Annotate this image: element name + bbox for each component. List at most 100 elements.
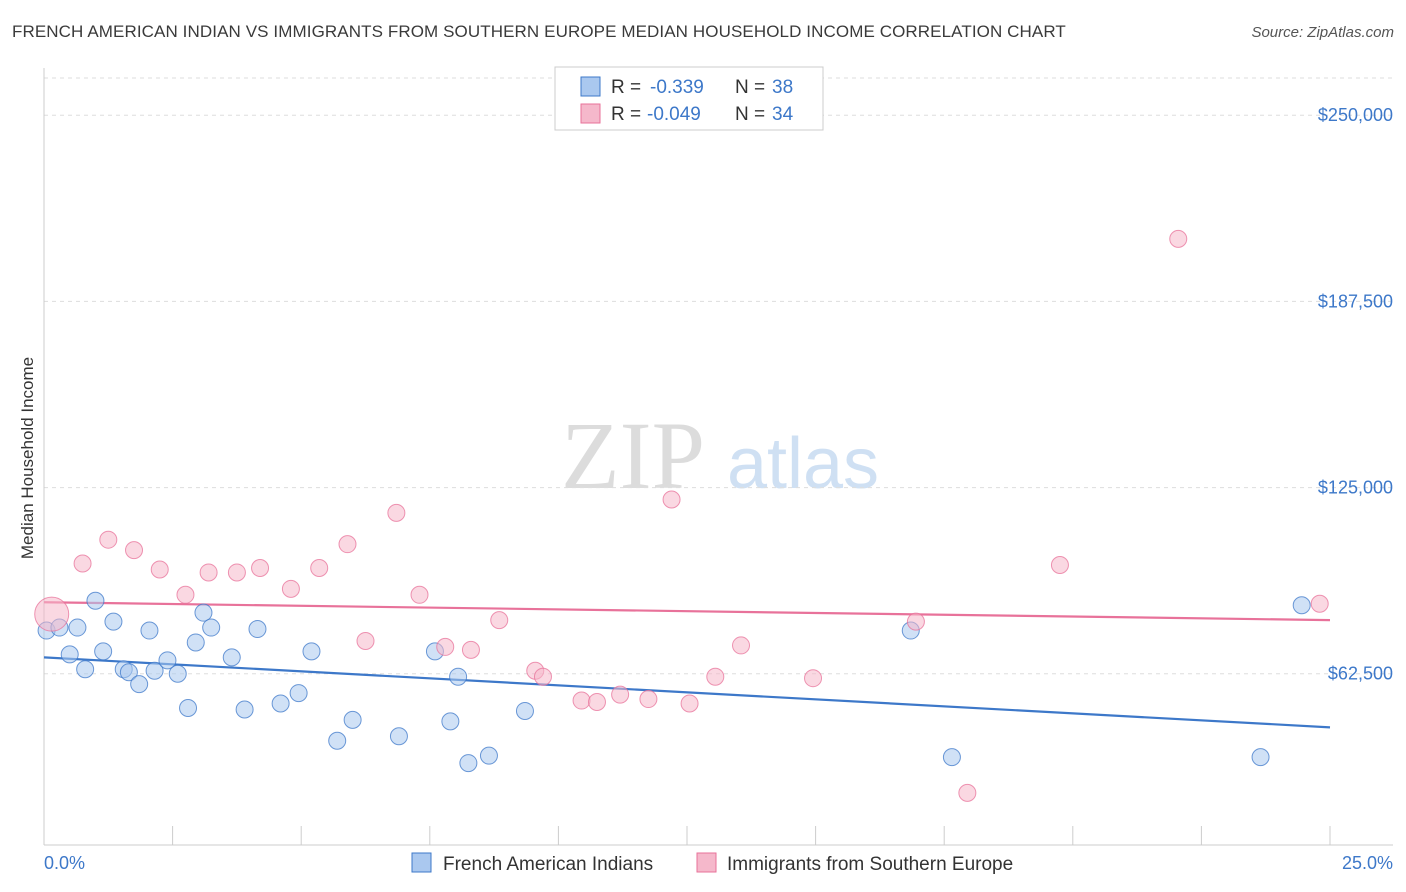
blue-point-6 [94, 642, 113, 661]
bottom-legend-label-2: Immigrants from Southern Europe [727, 854, 1013, 875]
legend-n-label-1: N = [735, 77, 765, 98]
blue-point-2 [60, 645, 79, 664]
blue-point-22 [271, 694, 290, 713]
pink-point-19 [533, 667, 552, 686]
legend-r-value-2: -0.049 [647, 104, 701, 125]
blue-point-33 [515, 701, 534, 720]
blue-point-4 [76, 660, 95, 679]
x-tick-label-min: 0.0% [44, 853, 85, 873]
bottom-legend: French American Indians Immigrants from … [411, 852, 1013, 875]
legend-r-label-1: R = [611, 77, 641, 98]
grid-lines [44, 77, 1393, 675]
x-tick-label-max: 25.0% [1342, 853, 1393, 873]
blue-point-7 [104, 612, 123, 631]
y-tick-label-0: $62,500 [1328, 664, 1393, 684]
blue-point-16 [186, 633, 205, 652]
bottom-legend-swatch-pink [696, 852, 717, 873]
pink-point-21 [587, 693, 606, 712]
watermark-atlas: atlas [727, 424, 879, 504]
y-tick-label-2: $187,500 [1318, 291, 1393, 311]
blue-point-25 [328, 731, 347, 750]
data-points [34, 229, 1329, 802]
pink-point-6 [199, 563, 218, 582]
pink-point-20 [572, 691, 591, 710]
pink-point-7 [227, 563, 246, 582]
blue-point-18 [202, 618, 221, 637]
pink-point-14 [410, 585, 429, 604]
pink-point-24 [662, 490, 681, 509]
pink-point-26 [706, 667, 725, 686]
pink-point-25 [680, 694, 699, 713]
blue-point-30 [449, 667, 468, 686]
pink-point-2 [99, 530, 118, 549]
legend-r-label-2: R = [611, 104, 641, 125]
pink-point-5 [176, 585, 195, 604]
blue-point-36 [1251, 748, 1270, 767]
bottom-legend-label-1: French American Indians [443, 854, 653, 875]
blue-point-19 [222, 648, 241, 667]
trend-line-pink [43, 601, 1331, 622]
blue-point-10 [130, 675, 149, 694]
pink-point-28 [804, 669, 823, 688]
blue-point-31 [459, 754, 478, 773]
legend-swatch-blue [580, 76, 601, 97]
pink-point-15 [436, 637, 455, 656]
blue-point-11 [140, 621, 159, 640]
blue-point-37 [1292, 596, 1311, 615]
pink-point-1 [73, 554, 92, 573]
pink-point-33 [1310, 594, 1329, 613]
blue-point-5 [86, 591, 105, 610]
legend-n-label-2: N = [735, 104, 765, 125]
watermark: ZIP atlas [561, 402, 879, 509]
pink-point-16 [461, 640, 480, 659]
legend-box: R = -0.339 N = 38 R = -0.049 N = 34 [554, 66, 824, 131]
blue-point-32 [479, 746, 498, 765]
blue-point-17 [194, 603, 213, 622]
blue-point-27 [389, 727, 408, 746]
pink-point-29 [906, 612, 925, 631]
blue-point-9 [119, 663, 138, 682]
blue-point-15 [179, 698, 198, 717]
pink-point-27 [732, 636, 751, 655]
y-tick-labels: $62,500 $125,000 $187,500 $250,000 [1318, 105, 1393, 683]
blue-point-13 [158, 651, 177, 670]
pink-point-23 [639, 690, 658, 709]
blue-point-26 [343, 710, 362, 729]
pink-point-30 [958, 783, 977, 802]
pink-point-8 [251, 558, 270, 577]
blue-point-24 [302, 642, 321, 661]
pink-point-12 [356, 631, 375, 650]
y-tick-label-1: $125,000 [1318, 478, 1393, 498]
legend-n-value-2: 34 [772, 104, 794, 125]
pink-point-22 [611, 685, 630, 704]
pink-point-17 [490, 611, 509, 630]
pink-point-3 [125, 541, 144, 560]
pink-point-10 [310, 558, 329, 577]
watermark-zip: ZIP [561, 402, 705, 509]
legend-swatch-pink [580, 103, 601, 124]
pink-point-0 [34, 596, 70, 632]
y-axis-label: Median Household Income [18, 357, 37, 559]
blue-point-35 [942, 748, 961, 767]
blue-point-29 [441, 712, 460, 731]
blue-point-12 [145, 661, 164, 680]
y-tick-label-3: $250,000 [1318, 105, 1393, 125]
legend-r-value-1: -0.339 [650, 77, 704, 98]
blue-point-23 [289, 684, 308, 703]
pink-point-13 [387, 503, 406, 522]
blue-point-3 [68, 618, 87, 637]
pink-point-4 [150, 560, 169, 579]
blue-point-20 [235, 700, 254, 719]
bottom-legend-swatch-blue [411, 852, 432, 873]
source-label: Source: ZipAtlas.com [1251, 24, 1394, 41]
pink-point-11 [338, 535, 357, 554]
trend-line-blue [43, 656, 1331, 729]
legend-n-value-1: 38 [772, 77, 793, 98]
blue-point-21 [248, 620, 267, 639]
chart-title: FRENCH AMERICAN INDIAN VS IMMIGRANTS FRO… [12, 22, 1066, 41]
trend-lines [43, 601, 1331, 729]
pink-point-31 [1050, 556, 1069, 575]
pink-point-9 [281, 579, 300, 598]
axes [43, 68, 1393, 846]
